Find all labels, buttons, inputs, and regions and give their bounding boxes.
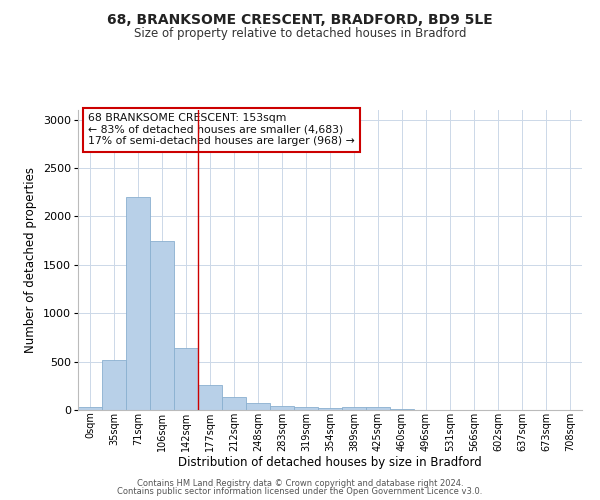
Text: Size of property relative to detached houses in Bradford: Size of property relative to detached ho… [134, 28, 466, 40]
Bar [390, 409, 414, 410]
Bar [198, 385, 222, 410]
Bar [366, 407, 390, 410]
Bar [102, 360, 126, 410]
Bar [318, 408, 342, 410]
Text: Contains HM Land Registry data © Crown copyright and database right 2024.: Contains HM Land Registry data © Crown c… [137, 478, 463, 488]
Bar [222, 398, 246, 410]
Bar [270, 406, 294, 410]
Bar [126, 197, 150, 410]
Bar [174, 348, 198, 410]
Text: 68, BRANKSOME CRESCENT, BRADFORD, BD9 5LE: 68, BRANKSOME CRESCENT, BRADFORD, BD9 5L… [107, 12, 493, 26]
Bar [294, 407, 318, 410]
X-axis label: Distribution of detached houses by size in Bradford: Distribution of detached houses by size … [178, 456, 482, 469]
Bar [78, 406, 102, 410]
Bar [342, 407, 366, 410]
Bar [150, 240, 174, 410]
Text: Contains public sector information licensed under the Open Government Licence v3: Contains public sector information licen… [118, 487, 482, 496]
Text: 68 BRANKSOME CRESCENT: 153sqm
← 83% of detached houses are smaller (4,683)
17% o: 68 BRANKSOME CRESCENT: 153sqm ← 83% of d… [88, 113, 355, 146]
Bar [246, 402, 270, 410]
Y-axis label: Number of detached properties: Number of detached properties [25, 167, 37, 353]
